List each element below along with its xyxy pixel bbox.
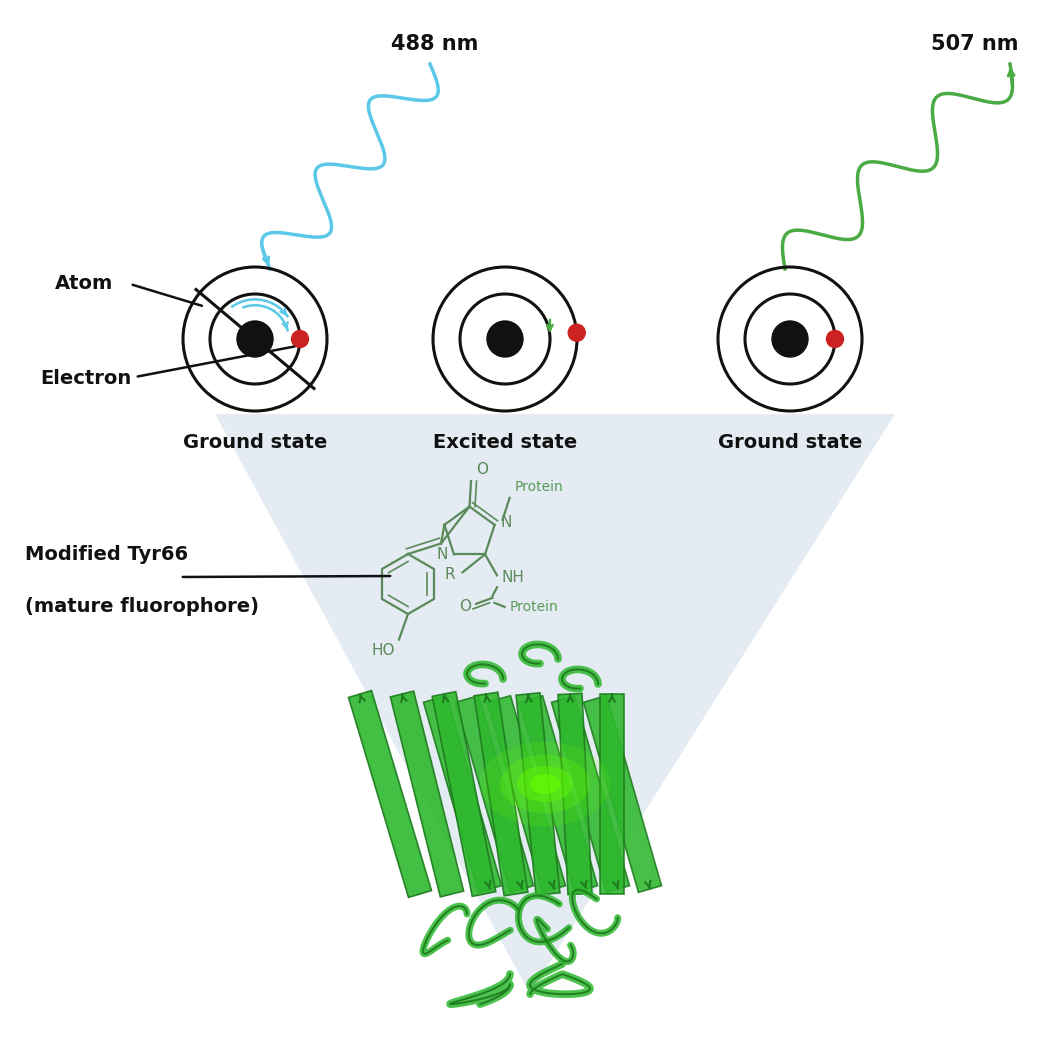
Text: Excited state: Excited state [433, 433, 577, 452]
Text: HO: HO [371, 643, 395, 659]
Text: N: N [501, 515, 512, 531]
Polygon shape [600, 694, 624, 894]
Polygon shape [584, 695, 661, 893]
Text: 488 nm: 488 nm [391, 34, 478, 53]
Text: Ground state: Ground state [183, 433, 327, 452]
Text: NH: NH [501, 570, 524, 585]
Circle shape [237, 321, 273, 357]
Text: Protein: Protein [509, 600, 558, 614]
Text: (mature fluorophore): (mature fluorophore) [26, 597, 259, 616]
Polygon shape [349, 690, 432, 898]
Polygon shape [433, 691, 495, 896]
Text: Atom: Atom [55, 275, 114, 294]
Circle shape [291, 330, 308, 347]
Ellipse shape [517, 766, 573, 802]
Text: O: O [476, 463, 488, 477]
Text: 507 nm: 507 nm [931, 34, 1018, 53]
Polygon shape [390, 691, 463, 897]
Polygon shape [488, 695, 566, 893]
Circle shape [827, 330, 844, 347]
Circle shape [487, 321, 523, 357]
Polygon shape [516, 692, 560, 895]
Text: O: O [459, 599, 471, 615]
Polygon shape [215, 414, 895, 994]
Polygon shape [474, 692, 528, 896]
Text: Ground state: Ground state [718, 433, 862, 452]
Circle shape [569, 324, 586, 341]
Polygon shape [558, 693, 592, 895]
Polygon shape [455, 695, 534, 893]
Circle shape [772, 321, 808, 357]
Text: N: N [437, 547, 448, 562]
Polygon shape [423, 695, 502, 893]
Ellipse shape [500, 754, 590, 813]
Ellipse shape [480, 742, 610, 827]
Text: Modified Tyr66: Modified Tyr66 [26, 545, 188, 564]
Polygon shape [520, 695, 597, 893]
Ellipse shape [530, 774, 560, 794]
Polygon shape [552, 695, 629, 893]
Text: R: R [445, 566, 456, 582]
Text: Protein: Protein [514, 479, 563, 494]
Text: Electron: Electron [40, 369, 131, 388]
